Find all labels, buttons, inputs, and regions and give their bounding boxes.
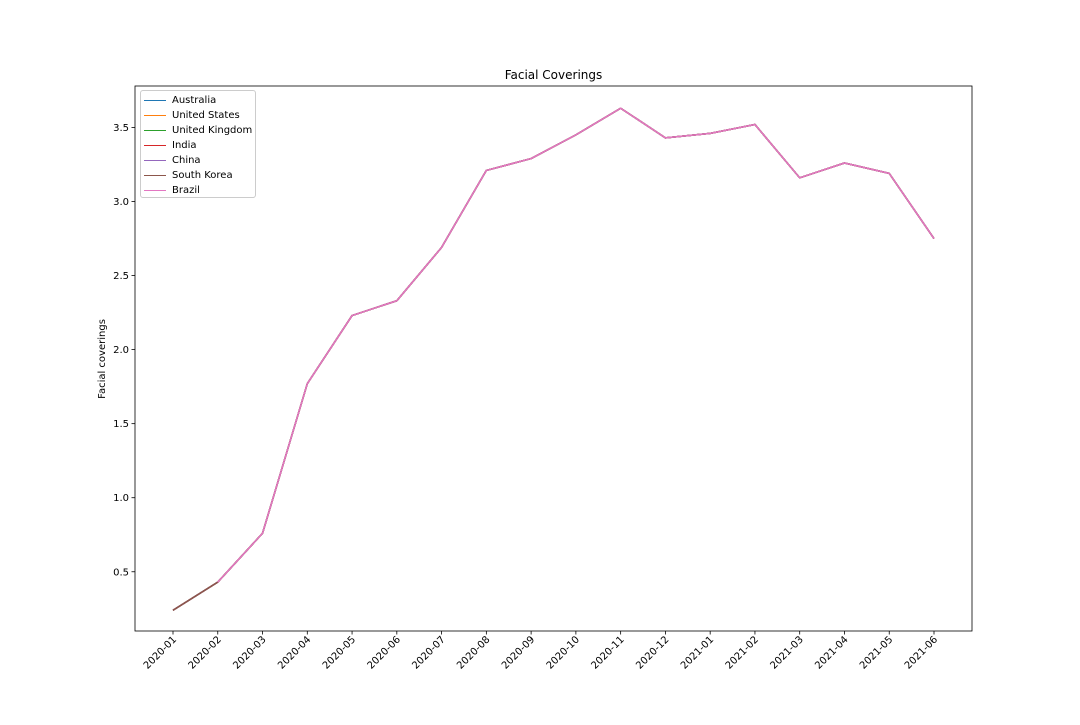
legend-item: Brazil (141, 183, 257, 198)
x-tick-label: 2021-04 (813, 634, 850, 671)
legend-label: South Korea (172, 170, 233, 181)
y-tick-label: 2.5 (113, 271, 129, 282)
chart-title: Facial Coverings (505, 68, 603, 82)
legend-item: China (141, 153, 257, 168)
legend-item: United States (141, 108, 257, 123)
legend-swatch (144, 175, 166, 176)
series-lines (172, 107, 935, 611)
legend-item: Australia (141, 93, 257, 108)
x-tick-label: 2020-07 (410, 634, 447, 671)
x-tick-label: 2021-05 (858, 634, 895, 671)
series-line-australia (172, 107, 935, 611)
legend-item: United Kingdom (141, 123, 257, 138)
x-tick-label: 2021-01 (679, 634, 716, 671)
x-tick-label: 2021-02 (724, 634, 761, 671)
legend-label: Australia (172, 95, 217, 106)
series-line-united-kingdom (172, 107, 935, 611)
legend-item: India (141, 138, 257, 153)
legend-swatch (144, 130, 166, 131)
y-tick-label: 0.5 (113, 567, 129, 578)
series-line-brazil (217, 107, 935, 583)
x-tick-label: 2021-03 (768, 634, 805, 671)
y-tick-label: 3.5 (113, 123, 129, 134)
x-tick-label: 2020-12 (634, 634, 671, 671)
y-axis-label: Facial coverings (97, 319, 108, 399)
x-tick-label: 2020-05 (321, 634, 358, 671)
legend-label: Brazil (172, 185, 200, 196)
legend-swatch (144, 190, 166, 191)
y-tick-label: 1.0 (113, 493, 129, 504)
legend-item: South Korea (141, 168, 257, 183)
x-tick-label: 2020-02 (187, 634, 224, 671)
x-tick-label: 2020-09 (500, 634, 537, 671)
series-line-united-states (172, 107, 935, 611)
legend-swatch (144, 115, 166, 116)
x-tick-label: 2020-06 (366, 634, 403, 671)
x-tick-label: 2021-06 (903, 634, 940, 671)
legend-label: India (172, 140, 197, 151)
y-tick-label: 2.0 (113, 345, 129, 356)
legend-label: United Kingdom (172, 125, 253, 136)
x-tick-label: 2020-01 (142, 634, 179, 671)
legend-swatch (144, 100, 166, 101)
legend-swatch (144, 160, 166, 161)
plot-frame (134, 85, 973, 632)
series-line-india (172, 107, 935, 611)
y-tick-label: 3.0 (113, 197, 129, 208)
series-line-south-korea (172, 107, 935, 611)
legend-label: United States (172, 110, 240, 121)
series-line-china (172, 107, 935, 611)
x-tick-label: 2020-04 (276, 634, 313, 671)
x-tick-label: 2020-08 (455, 634, 492, 671)
x-tick-label: 2020-10 (545, 634, 582, 671)
x-tick-label: 2020-11 (589, 634, 626, 671)
legend-swatch (144, 145, 166, 146)
y-tick-label: 1.5 (113, 419, 129, 430)
legend-label: China (172, 155, 201, 166)
legend: Australia United States United Kingdom Indi… (140, 90, 256, 198)
x-tick-label: 2020-03 (231, 634, 268, 671)
